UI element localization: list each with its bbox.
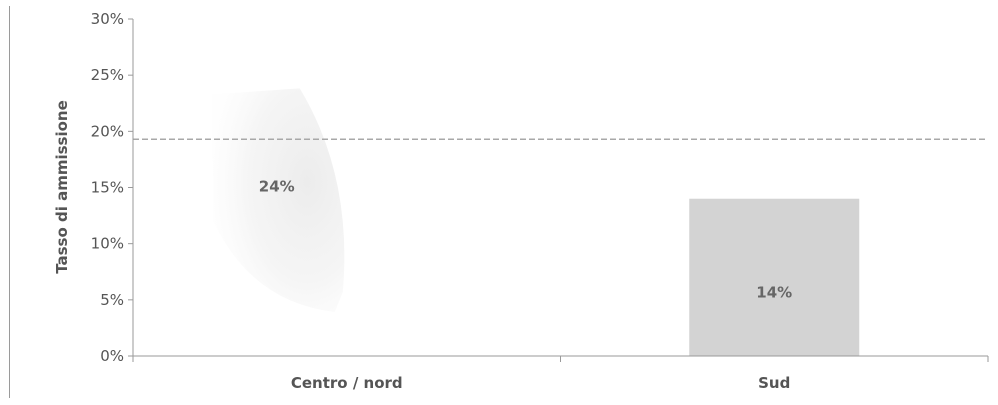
bar-centro-nord	[211, 88, 345, 313]
y-axis-label-group: Tasso di ammissione	[53, 100, 71, 274]
x-tick-labels: Centro / nord Sud	[291, 374, 791, 392]
bars	[211, 88, 860, 356]
x-tick-label: Sud	[758, 374, 790, 392]
y-tick-label: 10%	[91, 235, 124, 253]
chart-frame-left-edge	[9, 6, 10, 398]
y-tick-label: 25%	[91, 66, 124, 84]
y-tick-label: 15%	[91, 179, 124, 197]
bar-sud	[689, 198, 860, 356]
y-tick-label: 30%	[91, 10, 124, 28]
y-tick-label: 0%	[100, 347, 124, 365]
y-ticks: 0% 5% 10% 15% 20% 25% 30%	[91, 10, 133, 365]
y-tick-label: 5%	[100, 291, 124, 309]
data-label: 24%	[259, 177, 295, 195]
y-axis-label: Tasso di ammissione	[53, 100, 71, 274]
data-labels: 24% 14%	[259, 177, 792, 301]
data-label: 14%	[756, 283, 792, 301]
y-tick-label: 20%	[91, 122, 124, 140]
x-tick-label: Centro / nord	[291, 374, 403, 392]
